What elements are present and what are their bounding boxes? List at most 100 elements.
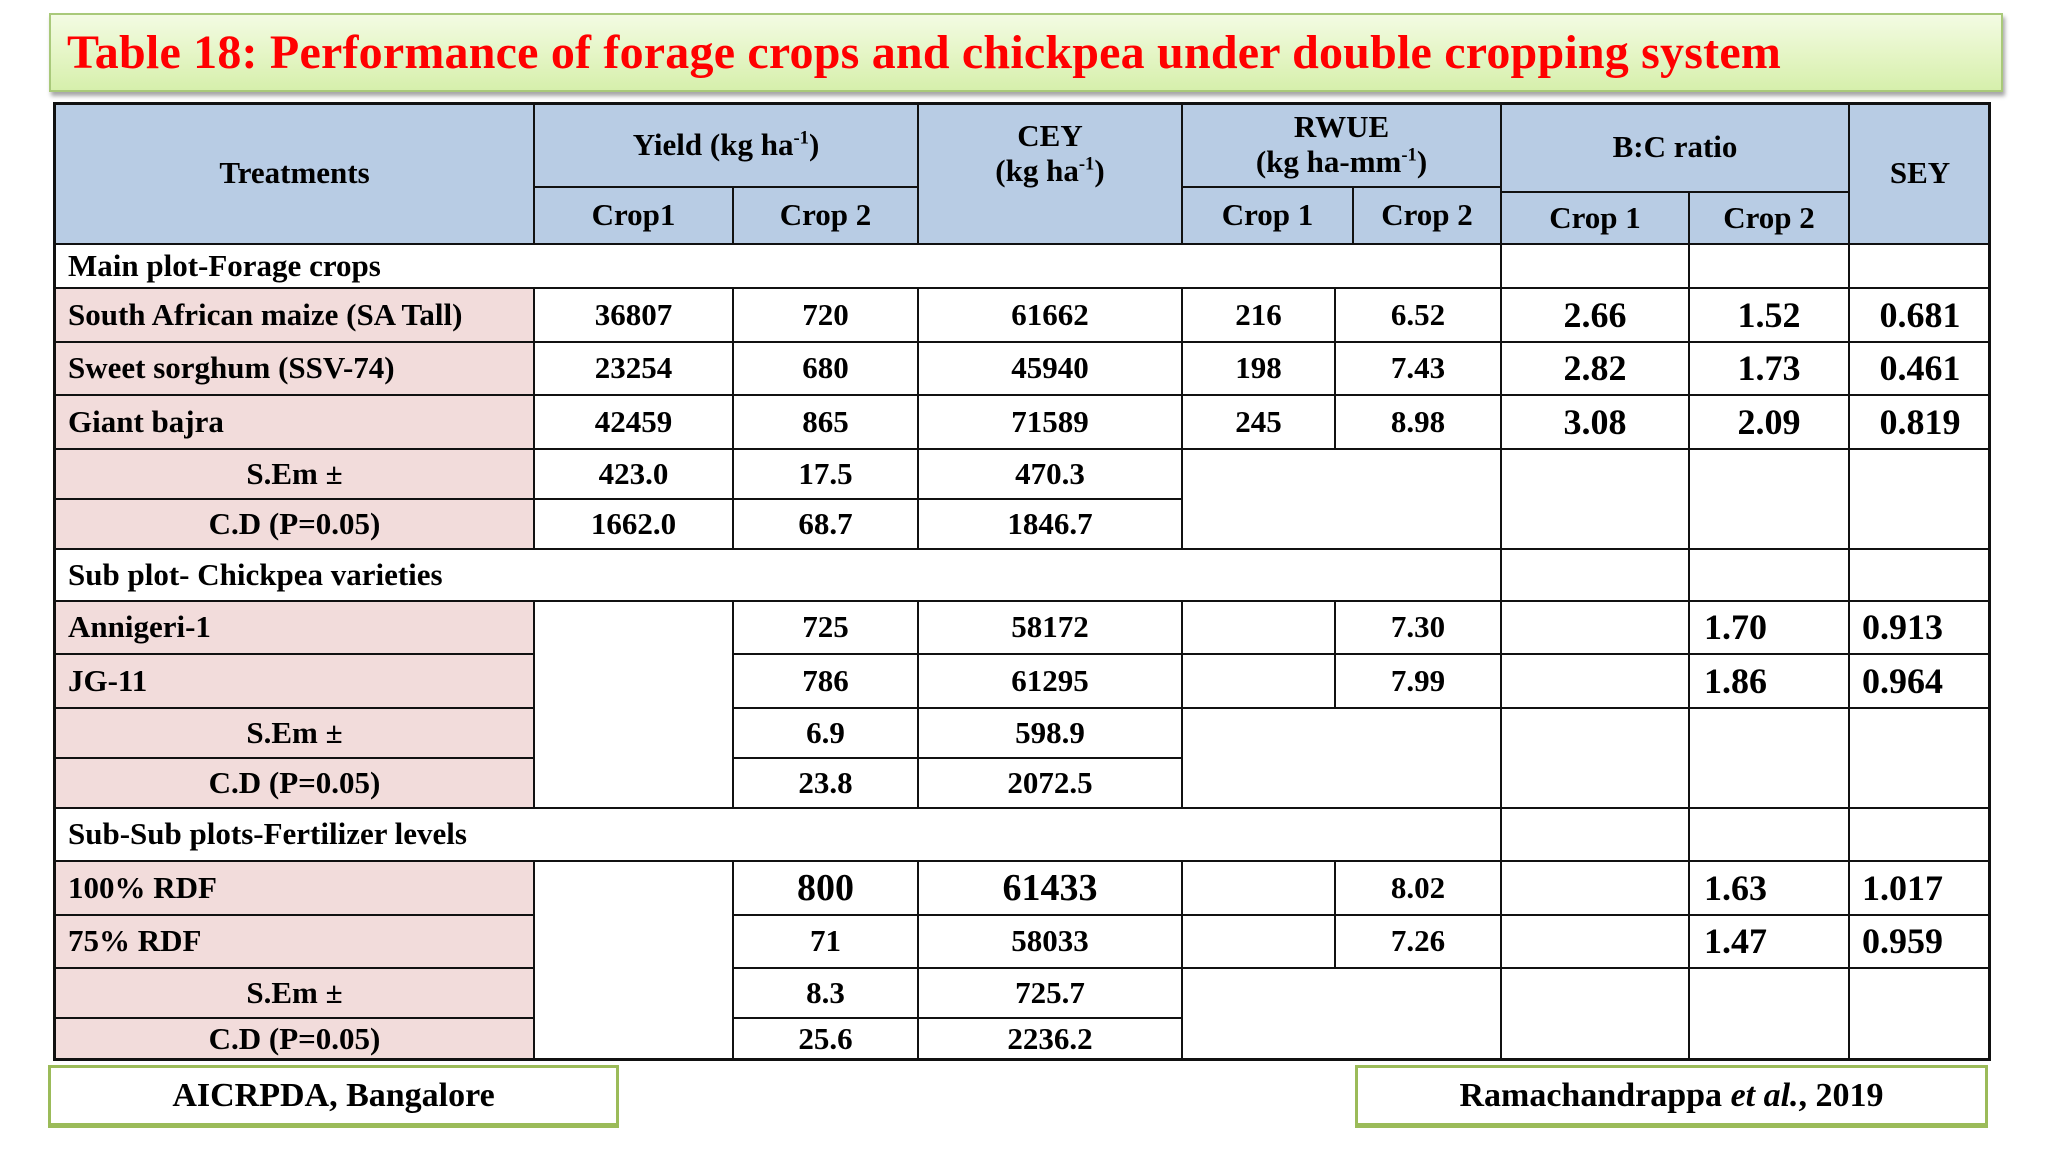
bc-crop2-value: 1.52 — [1688, 287, 1848, 341]
cey-value: 45940 — [917, 341, 1181, 394]
empty-cell — [1500, 653, 1688, 707]
empty-cell — [1500, 448, 1688, 548]
empty-cell — [1500, 807, 1688, 860]
empty-cell — [1688, 967, 1848, 1060]
cd-yield-crop2: 25.6 — [732, 1017, 917, 1060]
header-rwue-crop1: Crop 1 — [1181, 186, 1352, 243]
sem-cey: 470.3 — [917, 448, 1181, 498]
row-label: Sweet sorghum (SSV-74) — [54, 341, 533, 394]
bc-crop2-value: 1.63 — [1688, 860, 1848, 914]
source-box: AICRPDA, Bangalore — [48, 1065, 619, 1128]
cey-value: 58033 — [917, 914, 1181, 967]
cey-value: 61433 — [917, 860, 1181, 914]
empty-cell — [1181, 860, 1334, 914]
row-label: Giant bajra — [54, 394, 533, 448]
empty-cell — [1848, 243, 1990, 287]
sem-label: S.Em ± — [54, 967, 533, 1017]
header-bc-ratio: B:C ratio — [1500, 102, 1848, 191]
header-bc-crop1: Crop 1 — [1500, 191, 1688, 243]
empty-cell — [1500, 967, 1688, 1060]
row-label: JG-11 — [54, 653, 533, 707]
sey-value: 0.913 — [1848, 600, 1990, 653]
bc-crop2-value: 1.47 — [1688, 914, 1848, 967]
yield-crop2-value: 865 — [732, 394, 917, 448]
empty-cell — [1500, 243, 1688, 287]
cd-label: C.D (P=0.05) — [54, 757, 533, 807]
yield-crop2-value: 725 — [732, 600, 917, 653]
empty-cell — [1688, 707, 1848, 807]
empty-cell — [1500, 600, 1688, 653]
cey-value: 58172 — [917, 600, 1181, 653]
cd-cey: 2236.2 — [917, 1017, 1181, 1060]
bc-crop2-value: 1.70 — [1688, 600, 1848, 653]
section-title-main: Main plot-Forage crops — [54, 243, 1500, 287]
empty-cell — [1500, 914, 1688, 967]
bc-crop1-value: 2.66 — [1500, 287, 1688, 341]
sem-yield-crop2: 6.9 — [732, 707, 917, 757]
bc-crop2-value: 1.86 — [1688, 653, 1848, 707]
header-bc-crop2: Crop 2 — [1688, 191, 1848, 243]
header-cey: CEY (kg ha-1) — [917, 102, 1181, 243]
sem-yield-crop2: 17.5 — [732, 448, 917, 498]
section-title-subsub: Sub-Sub plots-Fertilizer levels — [54, 807, 1500, 860]
rwue-crop1-value: 245 — [1181, 394, 1334, 448]
section-title-sub: Sub plot- Chickpea varieties — [54, 548, 1500, 600]
sey-value: 0.681 — [1848, 287, 1990, 341]
header-rwue: RWUE (kg ha-mm-1) — [1181, 102, 1500, 186]
empty-cell — [1181, 707, 1500, 807]
cd-yield-crop1: 1662.0 — [533, 498, 732, 548]
rwue-crop1-value: 198 — [1181, 341, 1334, 394]
empty-cell — [1848, 707, 1990, 807]
empty-cell — [1181, 448, 1500, 548]
empty-cell — [1181, 914, 1334, 967]
bc-crop2-value: 1.73 — [1688, 341, 1848, 394]
sem-cey: 598.9 — [917, 707, 1181, 757]
yield-crop1-value: 36807 — [533, 287, 732, 341]
sey-value: 0.819 — [1848, 394, 1990, 448]
cd-label: C.D (P=0.05) — [54, 498, 533, 548]
empty-cell — [1500, 548, 1688, 600]
yield-crop1-value: 42459 — [533, 394, 732, 448]
header-sey: SEY — [1848, 102, 1990, 243]
rwue-crop2-value: 7.26 — [1334, 914, 1500, 967]
header-yield-crop1: Crop1 — [533, 186, 732, 243]
bc-crop2-value: 2.09 — [1688, 394, 1848, 448]
citation-box: Ramachandrappa et al., 2019 — [1355, 1065, 1988, 1128]
empty-cell — [1500, 707, 1688, 807]
bc-crop1-value: 3.08 — [1500, 394, 1688, 448]
cey-value: 61662 — [917, 287, 1181, 341]
empty-cell — [1688, 807, 1848, 860]
row-label: 100% RDF — [54, 860, 533, 914]
sem-yield-crop1: 423.0 — [533, 448, 732, 498]
cey-value: 71589 — [917, 394, 1181, 448]
sey-value: 1.017 — [1848, 860, 1990, 914]
empty-cell — [1688, 448, 1848, 548]
yield-crop1-value: 23254 — [533, 341, 732, 394]
sem-label: S.Em ± — [54, 448, 533, 498]
cd-label: C.D (P=0.05) — [54, 1017, 533, 1060]
citation-text: Ramachandrappa et al., 2019 — [1459, 1076, 1884, 1114]
empty-cell — [1181, 600, 1334, 653]
rwue-crop2-value: 6.52 — [1334, 287, 1500, 341]
rwue-crop1-value: 216 — [1181, 287, 1334, 341]
rwue-crop2-value: 7.30 — [1334, 600, 1500, 653]
cey-value: 61295 — [917, 653, 1181, 707]
sem-yield-crop2: 8.3 — [732, 967, 917, 1017]
empty-cell — [1848, 967, 1990, 1060]
row-label: 75% RDF — [54, 914, 533, 967]
empty-cell — [533, 860, 732, 1060]
yield-crop2-value: 71 — [732, 914, 917, 967]
rwue-crop2-value: 7.43 — [1334, 341, 1500, 394]
row-label: Annigeri-1 — [54, 600, 533, 653]
sem-label: S.Em ± — [54, 707, 533, 757]
rwue-crop2-value: 7.99 — [1334, 653, 1500, 707]
cd-cey: 1846.7 — [917, 498, 1181, 548]
source-text: AICRPDA, Bangalore — [172, 1076, 495, 1114]
yield-crop2-value: 720 — [732, 287, 917, 341]
page-title: Table 18: Performance of forage crops an… — [67, 26, 1782, 79]
empty-cell — [1848, 448, 1990, 548]
sem-cey: 725.7 — [917, 967, 1181, 1017]
cd-yield-crop2: 68.7 — [732, 498, 917, 548]
header-rwue-crop2: Crop 2 — [1352, 186, 1500, 243]
empty-cell — [1181, 967, 1500, 1060]
